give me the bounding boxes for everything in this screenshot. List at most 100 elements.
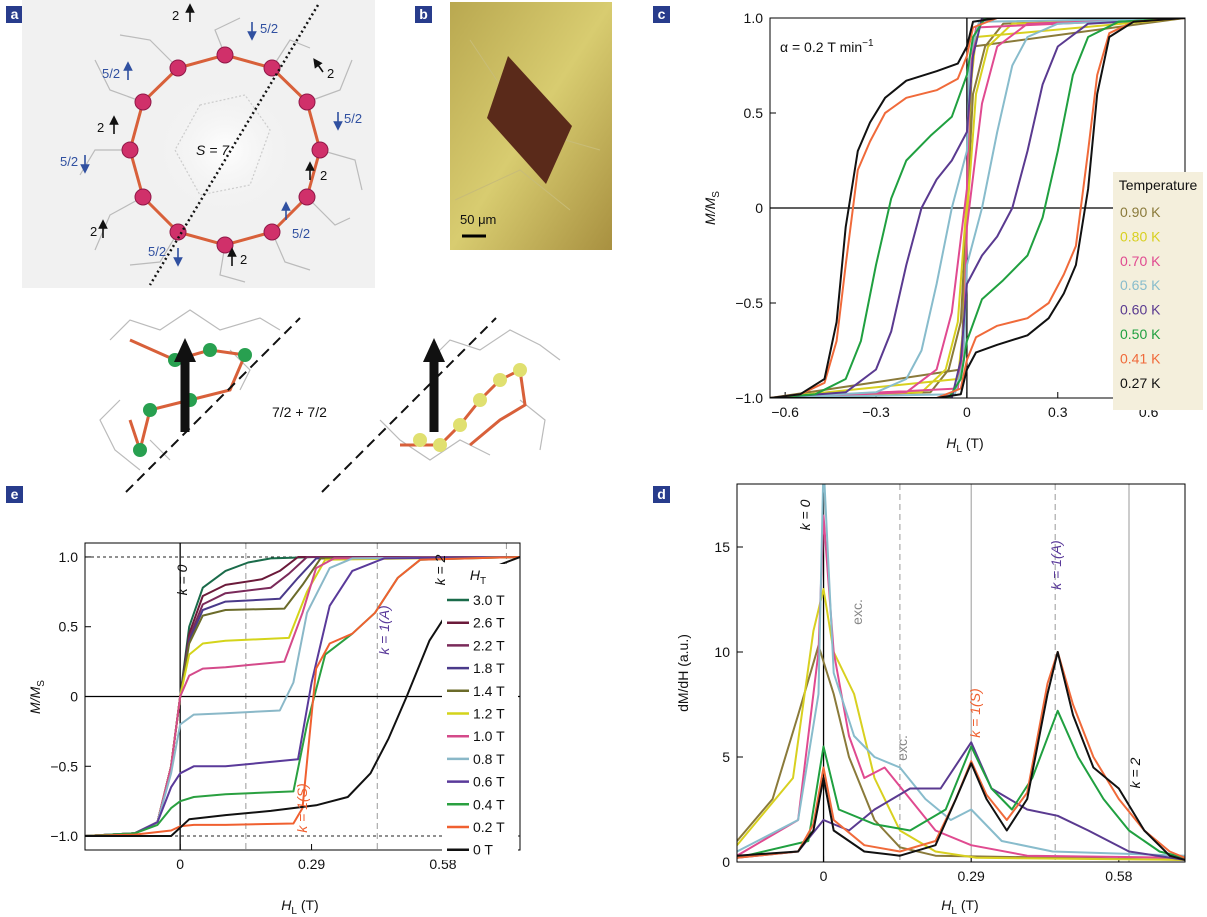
x-axis-label: HL (T) <box>281 897 318 917</box>
annotation-part: −1 <box>862 38 874 49</box>
x-axis-label-part: (T) <box>962 435 984 451</box>
dimer-label: 7/2 + 7/2 <box>272 404 327 420</box>
spin-label: 2 <box>327 66 334 81</box>
x-axis-label: HL (T) <box>941 897 978 917</box>
series-group <box>770 18 1185 398</box>
crystal-photo: 50 μm <box>450 2 612 250</box>
y-tick-label: 1.0 <box>59 549 79 565</box>
panel-labels: a b c e d <box>6 6 670 503</box>
data-line <box>770 18 1185 398</box>
annotation: k = 1(S) <box>967 688 983 737</box>
data-line <box>85 556 520 837</box>
x-tick-label: −0.6 <box>771 404 799 420</box>
data-line <box>737 484 1185 857</box>
panel-label: c <box>658 6 666 22</box>
legend-title-part: T <box>480 576 486 587</box>
data-line <box>85 556 520 837</box>
spin-label: 2 <box>320 168 327 183</box>
x-axis-label-part: (T) <box>297 897 319 913</box>
data-line <box>737 514 1185 859</box>
y-tick-label: 0.5 <box>744 105 764 121</box>
legend-label: 0.27 K <box>1120 375 1161 391</box>
spin-label: 2 <box>90 224 97 239</box>
x-axis-label-part: H <box>281 897 292 913</box>
x-tick-label: 0.58 <box>1105 868 1132 884</box>
annotation: k = 1(S) <box>294 783 310 832</box>
chart: −1.0−0.500.51.0−0.6 −0.3 0 0.3 0.6 <box>735 10 1186 420</box>
x-axis-label-part: L <box>291 906 297 917</box>
spin-label: 2 <box>172 8 179 23</box>
spin-label: 5/2 <box>148 244 166 259</box>
y-axis-label-part: M/M <box>702 197 718 225</box>
data-line <box>737 651 1185 859</box>
x-axis-label-part: (T) <box>957 897 979 913</box>
y-tick-label: −1.0 <box>735 390 763 406</box>
spin-label: 5/2 <box>292 226 310 241</box>
y-tick-label: 5 <box>722 749 730 765</box>
annotation: k = 1(A) <box>1048 540 1064 589</box>
y-tick-label: 1.0 <box>744 10 764 26</box>
data-line <box>737 588 1185 861</box>
legend-label: 0.50 K <box>1120 326 1161 342</box>
data-line <box>737 709 1185 859</box>
x-tick-label: −0.3 <box>862 404 890 420</box>
y-tick-label: 10 <box>714 644 730 660</box>
data-line <box>737 651 1185 861</box>
legend-label: 2.2 T <box>473 637 505 653</box>
legend-label: 0.8 T <box>473 751 505 767</box>
legend-label: 0.41 K <box>1120 350 1161 366</box>
data-line <box>770 18 1185 398</box>
y-tick-label: 0 <box>70 689 78 705</box>
legend-label: 0.6 T <box>473 774 505 790</box>
legend-label: 0 T <box>473 842 493 858</box>
legend-title-part: H <box>470 567 481 583</box>
legend-label: 0.70 K <box>1120 253 1161 269</box>
charts: −1.0−0.500.51.0−0.6 −0.3 0 0.3 0.6−1.0−0.500… <box>50 10 1186 884</box>
legend-label: 1.0 T <box>473 728 505 744</box>
legend-label: 0.4 T <box>473 796 505 812</box>
annotation: k = 1(A) <box>376 605 392 654</box>
x-axis-label-part: H <box>941 897 952 913</box>
spin-label: 2 <box>240 252 247 267</box>
y-tick-label: −0.5 <box>735 295 763 311</box>
legend-label: 0.80 K <box>1120 228 1161 244</box>
spin-label: 5/2 <box>60 154 78 169</box>
panel-label: b <box>419 6 428 22</box>
annotation: exc. <box>894 735 910 761</box>
chart: 0 5 10 15 0 0.29 0.58 <box>714 483 1186 884</box>
legend-label: 2.6 T <box>473 615 505 631</box>
data-line <box>770 18 1185 398</box>
plot-frame <box>736 483 1186 863</box>
spin-label: 2 <box>97 120 104 135</box>
legend-label: 0.90 K <box>1120 204 1161 220</box>
legend-label: 1.4 T <box>473 683 505 699</box>
y-tick-label: 0 <box>722 854 730 870</box>
data-line <box>737 644 1185 861</box>
x-tick-label: 0 <box>963 404 971 420</box>
annotation: α = 0.2 T min−1 <box>780 38 874 55</box>
y-axis-label: M/MS <box>27 680 47 714</box>
y-tick-label: 0 <box>755 200 763 216</box>
spin-label: 5/2 <box>102 66 120 81</box>
x-tick-label: 0 <box>820 868 828 884</box>
plot-frame <box>84 542 521 851</box>
x-tick-label: 0.3 <box>1048 404 1068 420</box>
data-line <box>737 741 1185 861</box>
x-axis-label-part: H <box>946 435 957 451</box>
x-tick-label: 0.29 <box>958 868 985 884</box>
y-axis-label-part: S <box>711 191 722 198</box>
x-axis-label-part: L <box>956 444 962 455</box>
chart: −1.0−0.500.51.00 0.29 0.58 <box>50 542 521 872</box>
legend-label: 3.0 T <box>473 592 505 608</box>
annotation: k = 0 <box>174 564 190 595</box>
legend-box <box>442 564 518 860</box>
dimer-diagram: 7/2 + 7/2 <box>99 309 561 493</box>
x-axis-label-part: L <box>951 906 957 917</box>
y-tick-label: 0.5 <box>59 619 79 635</box>
legends: 0.90 K 0.80 K 0.70 K 0.65 K 0.60 K 0.50 K 0.41… <box>447 204 1161 858</box>
y-tick-label: 15 <box>714 539 730 555</box>
legend-label: 0.65 K <box>1120 277 1161 293</box>
legend-label: 0.60 K <box>1120 302 1161 318</box>
y-axis-label: M/MS <box>702 191 722 225</box>
